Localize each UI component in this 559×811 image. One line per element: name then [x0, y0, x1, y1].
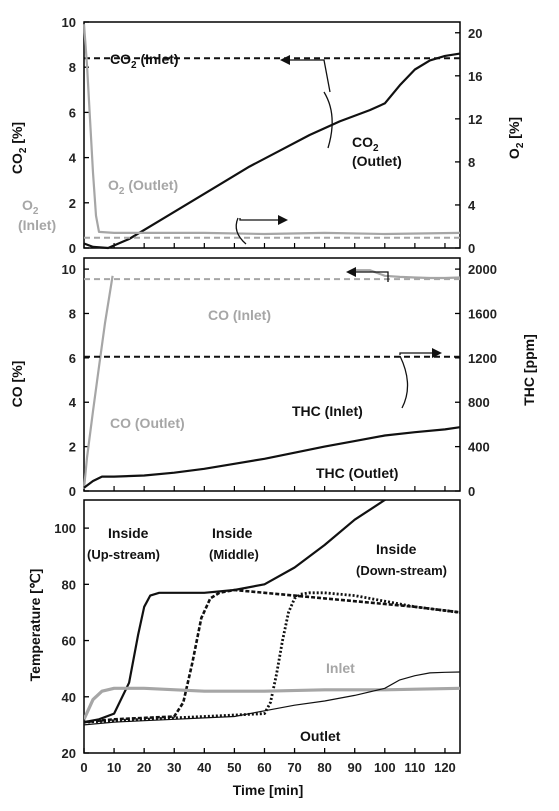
panel3-xtick-label-2: 20 [137, 760, 151, 775]
panel2-series-1 [82, 275, 114, 489]
label-co-inlet: CO (Inlet) [208, 307, 271, 323]
panel1-ytick-label-left-4: 8 [69, 60, 76, 75]
panel1-ytick-label-right-2: 8 [468, 155, 475, 170]
panel3-series-4 [84, 671, 460, 726]
panel1-frame [83, 21, 461, 249]
label-co2-inlet: CO2 (Inlet) [110, 51, 179, 71]
panel3-xtick-label-9: 90 [347, 760, 361, 775]
panel-co2-o2: 0 2 4 6 8 10 0 4 8 12 16 20 CO2 [%] O2 [%] CO2 (Inl… [9, 15, 526, 256]
label-o2-inlet-line2: (Inlet) [18, 217, 56, 233]
panel3-xtick-label-8: 80 [317, 760, 331, 775]
panel3-xtick-label-5: 50 [227, 760, 241, 775]
panel3-ytick-label-left-3: 80 [62, 577, 76, 592]
label-o2-outlet: O2 (Outlet) [108, 177, 178, 197]
panel3-xtick-label-6: 60 [257, 760, 271, 775]
panel1-series-1 [83, 52, 461, 250]
label-thc-outlet: THC (Outlet) [316, 465, 398, 481]
panel2-ytick-label-right-1: 400 [468, 440, 490, 455]
panel2-ytick-label-left-5: 10 [62, 262, 76, 277]
panel3-ytick-label-left-4: 100 [54, 521, 76, 536]
panel2-ytick-label-left-3: 6 [69, 351, 76, 366]
label-inlet: Inlet [326, 660, 355, 676]
panel1-ylabel-right: O2 [%] [506, 117, 526, 159]
panel3-series-2 [84, 591, 460, 724]
panel1-ytick-label-right-5: 20 [468, 26, 482, 41]
panel2-ylabel-left: CO [%] [9, 361, 25, 408]
panel3-series-3 [84, 686, 460, 720]
label-up-1: Inside [108, 525, 149, 541]
label-outlet: Outlet [300, 728, 341, 744]
panel3-xtick-label-4: 40 [197, 760, 211, 775]
co-axis-arrow [346, 267, 389, 282]
label-co2-outlet-line1: CO2 [352, 134, 379, 154]
panel3-series-1 [84, 588, 460, 724]
panel2-ytick-label-left-0: 0 [69, 484, 76, 499]
label-thc-inlet: THC (Inlet) [292, 403, 363, 419]
label-co2-outlet-line2: (Outlet) [352, 153, 402, 169]
panel3-ytick-label-left-2: 60 [62, 634, 76, 649]
panel3-ytick-label-left-0: 20 [62, 746, 76, 761]
panel2-series-4 [83, 426, 461, 489]
panel1-ytick-label-left-5: 10 [62, 15, 76, 30]
o2-axis-arrow [235, 215, 288, 245]
panel1-ytick-label-left-2: 4 [69, 151, 77, 166]
label-mid-1: Inside [212, 525, 253, 541]
panel2-ytick-label-right-4: 1600 [468, 306, 497, 321]
label-down-2: (Down-stream) [356, 563, 447, 578]
panel3-ticks: 20 40 60 80 100 0 10 20 30 40 50 60 70 80 90 100 110 120 [54, 521, 456, 775]
panel3-series-0 [84, 500, 388, 724]
panel2-frame [83, 257, 461, 492]
panel2-ytick-label-left-2: 4 [69, 395, 77, 410]
panel-co-thc: 0 2 4 6 8 10 0 400 800 1200 1600 2000 CO [%] THC [p… [9, 257, 537, 499]
panel1-ytick-label-left-3: 6 [69, 105, 76, 120]
panel3-xtick-label-10: 100 [374, 760, 396, 775]
panel1-ytick-label-right-1: 4 [468, 198, 476, 213]
panel2-ytick-label-right-5: 2000 [468, 262, 497, 277]
panel2-ytick-label-left-4: 8 [69, 306, 76, 321]
panel2-ytick-label-left-1: 2 [69, 440, 76, 455]
panel1-series [82, 24, 461, 250]
panel3-xtick-label-7: 70 [287, 760, 301, 775]
panel3-xtick-label-12: 120 [434, 760, 456, 775]
panel1-ticks: 0 2 4 6 8 10 0 4 8 12 16 20 [62, 15, 483, 256]
panel1-ytick-label-right-3: 12 [468, 112, 482, 127]
panel3-ylabel: Temperature [℃] [27, 569, 43, 682]
panel1-ytick-label-right-4: 16 [468, 69, 482, 84]
thc-axis-arrow [399, 348, 442, 409]
label-down-1: Inside [376, 541, 417, 557]
co2-axis-arrow [280, 55, 333, 149]
label-up-2: (Up-stream) [87, 547, 160, 562]
panel1-ylabel-left: CO2 [%] [9, 122, 29, 174]
panel3-xtick-label-3: 30 [167, 760, 181, 775]
panel2-ytick-label-right-0: 0 [468, 484, 475, 499]
panel1-ytick-label-left-1: 2 [69, 196, 76, 211]
panel3-xtick-label-11: 110 [404, 760, 425, 775]
panel1-ytick-label-left-0: 0 [69, 241, 76, 256]
panel3-xtick-label-1: 10 [107, 760, 121, 775]
panel3-xlabel: Time [min] [233, 782, 304, 798]
panel2-ytick-label-right-2: 800 [468, 395, 490, 410]
panel3-frame [83, 499, 461, 754]
panel2-ytick-label-right-3: 1200 [468, 351, 497, 366]
panel3-ytick-label-left-1: 40 [62, 690, 76, 705]
label-co-outlet: CO (Outlet) [110, 415, 185, 431]
panel1-series-3 [82, 24, 461, 236]
label-mid-2: (Middle) [209, 547, 259, 562]
panel2-series-2 [354, 269, 461, 280]
panel2-series [82, 269, 461, 489]
panel2-ylabel-right: THC [ppm] [521, 334, 537, 406]
panel3-series [84, 500, 460, 726]
label-o2-inlet-line1: O2 [22, 197, 39, 217]
panel2-ticks: 0 2 4 6 8 10 0 400 800 1200 1600 2000 [62, 262, 497, 499]
panel3-xtick-label-0: 0 [80, 760, 87, 775]
panel1-ytick-label-right-0: 0 [468, 241, 475, 256]
